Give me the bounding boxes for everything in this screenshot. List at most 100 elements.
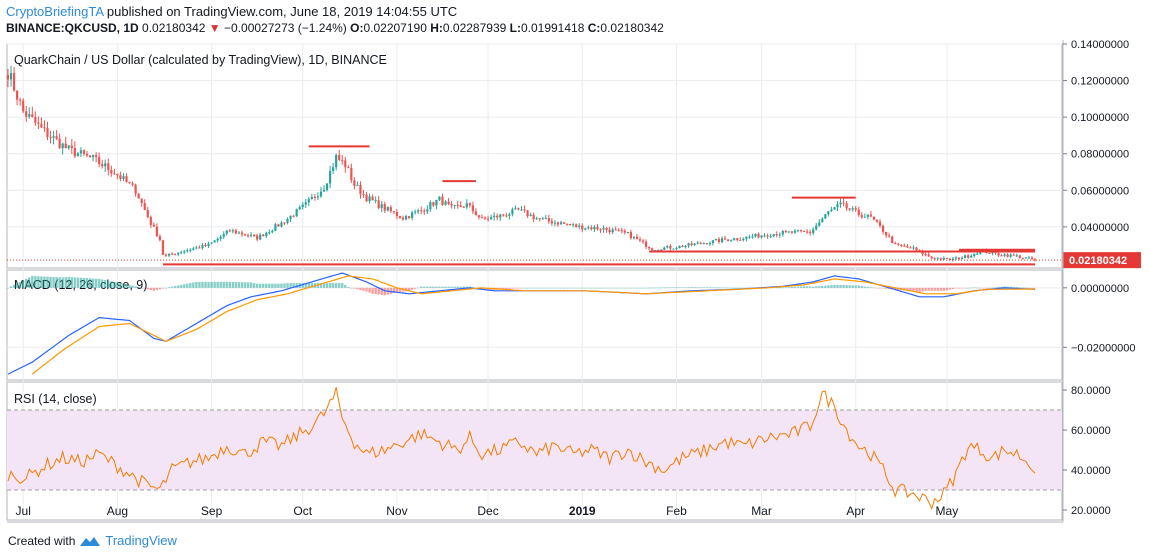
macd-histogram-bar [195, 281, 198, 288]
macd-histogram-bar [827, 285, 830, 288]
candle-body [131, 183, 134, 185]
macd-histogram-bar [231, 282, 235, 288]
macd-histogram-bar [541, 287, 544, 289]
candle-body [954, 257, 958, 259]
candle-body [532, 214, 535, 220]
candle-body [775, 234, 778, 236]
macd-histogram-bar [553, 287, 557, 289]
candle-body [158, 236, 162, 241]
x-tick-label: Mar [751, 504, 772, 518]
macd-histogram-bar [176, 285, 180, 288]
macd-histogram-bar [723, 287, 727, 289]
candle-body [1003, 254, 1006, 256]
macd-histogram-bar [1033, 287, 1037, 289]
macd-histogram-bar [444, 286, 447, 288]
candle-body [529, 214, 532, 217]
candle-body [508, 214, 511, 216]
macd-histogram-bar [283, 283, 286, 288]
macd-histogram-bar [924, 287, 927, 291]
macd-histogram-bar [359, 287, 362, 291]
candle-body [262, 234, 265, 237]
candle-body [43, 127, 46, 129]
candle-body [207, 243, 210, 246]
macd-histogram-bar [328, 283, 332, 288]
candle-body [444, 201, 447, 205]
candle-body [174, 254, 177, 256]
macd-histogram-bar [392, 287, 396, 294]
macd-histogram-bar [347, 287, 350, 288]
candle-body [562, 222, 566, 224]
candle-body [46, 128, 49, 138]
x-tick-label: Sep [201, 504, 223, 518]
candle-body [906, 246, 909, 248]
macd-histogram-bar [1027, 287, 1031, 289]
macd-histogram-bar [274, 283, 277, 288]
candle-body [626, 232, 629, 234]
candle-body [511, 209, 514, 215]
candle-body [830, 209, 833, 212]
candle-body [113, 173, 116, 175]
signal-line [31, 275, 1035, 375]
macd-histogram-bar [632, 287, 636, 289]
candle-body [827, 211, 830, 215]
pane-frame-1 [6, 269, 1063, 381]
candle-body [948, 258, 952, 261]
close-label: C: [587, 21, 601, 35]
macd-histogram-bar [985, 287, 988, 289]
candle-body [471, 205, 474, 212]
macd-histogram-bar [635, 287, 639, 289]
candle-body [268, 232, 271, 234]
candle-body [189, 249, 192, 251]
candle-body [34, 117, 37, 123]
y-tick-label: 0.12000000 [1071, 76, 1129, 88]
candle-body [723, 238, 727, 240]
macd-histogram-bar [413, 287, 417, 289]
macd-histogram-bar [110, 281, 113, 288]
candle-body [611, 229, 614, 233]
candle-body [815, 225, 818, 230]
candle-body [644, 241, 648, 247]
macd-histogram-bar [262, 283, 265, 288]
macd-histogram-bar [818, 286, 821, 288]
macd-histogram-bar [535, 287, 538, 289]
macd-histogram-bar [319, 283, 323, 288]
candle-body [432, 202, 435, 206]
macd-histogram-bar [644, 287, 648, 289]
macd-histogram-bar [353, 287, 356, 289]
macd-histogram-bar [325, 283, 329, 288]
candle-body [623, 230, 626, 233]
x-tick-label: Jul [16, 504, 31, 518]
candle-body [708, 243, 711, 245]
tradingview-brand[interactable]: TradingView [105, 533, 177, 548]
candle-body [301, 204, 304, 208]
candle-body [517, 208, 520, 210]
candle-body [128, 181, 131, 184]
candle-body [52, 136, 55, 138]
candle-body [538, 218, 541, 220]
macd-histogram-bar [344, 285, 347, 288]
candle-body [456, 204, 459, 206]
macd-histogram-bar [824, 285, 827, 288]
candle-body [1027, 257, 1031, 259]
candle-body [693, 243, 696, 245]
low-label: L: [509, 21, 521, 35]
macd-histogram-bar [997, 287, 1000, 288]
macd-histogram-bar [574, 287, 578, 289]
candle-body [377, 200, 380, 209]
candle-body [717, 239, 721, 243]
candle-body [249, 234, 253, 236]
macd-histogram-bar [462, 286, 465, 288]
macd-histogram-bar [878, 287, 882, 289]
macd-histogram-bar [538, 287, 541, 289]
low-value: 0.01991418 [520, 21, 585, 35]
macd-histogram-bar [684, 287, 687, 288]
author-link[interactable]: CryptoBriefingTA [6, 4, 104, 19]
macd-histogram-bar [848, 285, 851, 288]
candle-body [602, 227, 605, 230]
macd-histogram-bar [70, 277, 74, 288]
macd-histogram-bar [599, 287, 602, 289]
macd-histogram-bar [268, 283, 271, 288]
macd-histogram-bar [25, 278, 28, 288]
macd-histogram-bar [717, 287, 721, 289]
